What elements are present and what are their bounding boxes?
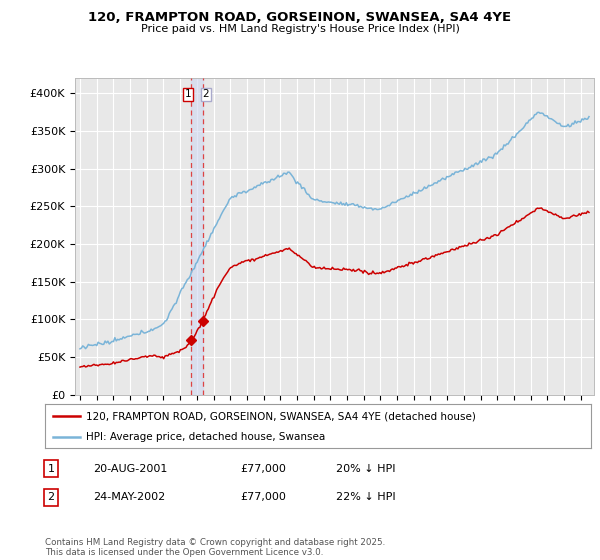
Text: 24-MAY-2002: 24-MAY-2002 <box>93 492 165 502</box>
Text: £77,000: £77,000 <box>240 464 286 474</box>
Bar <box>191 78 203 395</box>
Text: 1: 1 <box>47 464 55 474</box>
Text: HPI: Average price, detached house, Swansea: HPI: Average price, detached house, Swan… <box>86 432 325 442</box>
Text: 2: 2 <box>47 492 55 502</box>
Text: Contains HM Land Registry data © Crown copyright and database right 2025.
This d: Contains HM Land Registry data © Crown c… <box>45 538 385 557</box>
Text: 20% ↓ HPI: 20% ↓ HPI <box>336 464 395 474</box>
Text: 20-AUG-2001: 20-AUG-2001 <box>93 464 167 474</box>
Text: 120, FRAMPTON ROAD, GORSEINON, SWANSEA, SA4 4YE (detached house): 120, FRAMPTON ROAD, GORSEINON, SWANSEA, … <box>86 411 476 421</box>
Text: Price paid vs. HM Land Registry's House Price Index (HPI): Price paid vs. HM Land Registry's House … <box>140 24 460 34</box>
Text: 120, FRAMPTON ROAD, GORSEINON, SWANSEA, SA4 4YE: 120, FRAMPTON ROAD, GORSEINON, SWANSEA, … <box>88 11 512 24</box>
Text: 22% ↓ HPI: 22% ↓ HPI <box>336 492 395 502</box>
Text: £77,000: £77,000 <box>240 492 286 502</box>
Text: 2: 2 <box>202 90 209 100</box>
Text: 1: 1 <box>185 90 191 100</box>
